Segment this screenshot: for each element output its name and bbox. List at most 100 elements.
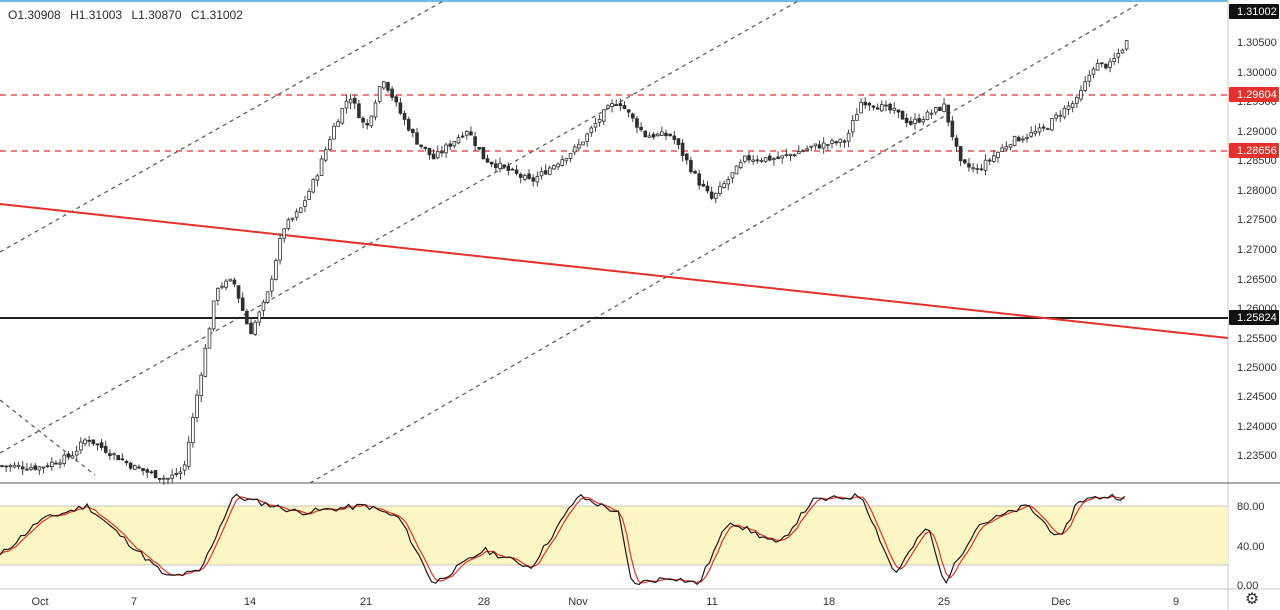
candle-down	[705, 185, 710, 192]
candle-down	[888, 103, 892, 111]
candle-up	[568, 153, 573, 159]
candle-up	[601, 109, 606, 122]
candle-up	[373, 102, 378, 118]
candle-down	[232, 279, 237, 285]
candle-up	[211, 300, 216, 330]
candle-up	[303, 200, 307, 207]
candle-up	[1046, 128, 1050, 131]
candle-up	[564, 158, 569, 162]
time-tick-label: Nov	[568, 596, 588, 608]
channel-upper-line[interactable]	[0, 0, 446, 253]
candle-down	[141, 468, 145, 472]
candle-up	[606, 105, 610, 109]
candle-up	[859, 102, 863, 114]
candle-up	[278, 238, 282, 261]
candle-down	[481, 147, 486, 160]
candle-up	[58, 462, 62, 465]
candle-up	[751, 159, 755, 162]
candle-up	[464, 131, 469, 136]
candle-up	[830, 140, 834, 144]
resistance-badge-text: 1.29604	[1237, 89, 1277, 101]
candle-up	[589, 127, 594, 134]
parallel-channel[interactable]	[0, 0, 1141, 484]
candle-up	[942, 103, 946, 112]
resistance-badge	[1229, 143, 1279, 158]
time-tick-label: 18	[823, 596, 835, 608]
candle-down	[618, 103, 623, 107]
candle-down	[415, 132, 419, 145]
candle-up	[1083, 81, 1087, 91]
candle-up	[1033, 131, 1038, 134]
candle-up	[456, 137, 461, 144]
candle-down	[236, 285, 241, 299]
candle-up	[983, 159, 988, 171]
candle-up	[307, 191, 311, 200]
candle-down	[419, 144, 423, 147]
candle-up	[332, 125, 336, 140]
candle-down	[99, 442, 104, 448]
candle-up	[170, 474, 174, 479]
descending-trendline[interactable]	[0, 203, 1229, 339]
candle-up	[452, 141, 457, 147]
candle-down	[103, 446, 108, 453]
price-badges: 1.31002 1.29604 1.28656 1.25824	[1229, 4, 1279, 325]
candle-down	[502, 164, 506, 168]
candle-up	[12, 464, 17, 468]
candle-down	[680, 142, 685, 156]
candle-up	[435, 151, 440, 159]
candle-down	[946, 104, 950, 123]
candle-up	[1008, 144, 1013, 148]
settings-gear-icon[interactable]: ⚙	[1244, 591, 1260, 608]
candle-up	[597, 118, 602, 123]
candle-up	[572, 146, 577, 153]
candle-up	[535, 176, 540, 183]
candle-up	[1120, 49, 1125, 54]
candle-up	[780, 155, 784, 159]
candle-down	[747, 155, 751, 161]
stochastic-band	[0, 506, 1228, 565]
candle-up	[203, 347, 208, 377]
candle-up	[933, 107, 938, 113]
candle-up	[913, 118, 917, 124]
candle-up	[805, 148, 809, 151]
price-tick-label: 1.30000	[1237, 67, 1277, 79]
candle-up	[1124, 40, 1129, 50]
candle-up	[929, 112, 934, 115]
candle-up	[323, 149, 328, 161]
candle-up	[191, 417, 195, 444]
channel-middle-line[interactable]	[0, 0, 801, 454]
candle-up	[971, 167, 975, 170]
candle-down	[631, 113, 635, 119]
candle-up	[37, 466, 42, 471]
candle-down	[909, 120, 913, 125]
candle-down	[639, 126, 643, 131]
candle-down	[1104, 63, 1108, 69]
candle-down	[863, 101, 867, 106]
price-tick-label: 1.28000	[1237, 185, 1277, 197]
candle-down	[510, 168, 515, 171]
candle-down	[614, 104, 618, 106]
candle-down	[54, 462, 58, 465]
candle-down	[411, 129, 415, 134]
candle-up	[1000, 147, 1004, 152]
time-axis[interactable]: Oct 7 14 21 28 Nov 11 18 25 Dec 9	[31, 596, 1179, 608]
stochastic-axis[interactable]: 80.00 40.00 0.00	[1237, 501, 1265, 592]
candle-down	[95, 443, 100, 446]
candle-down	[66, 453, 71, 458]
candle-down	[626, 109, 631, 113]
candle-up	[83, 439, 87, 445]
candle-up	[730, 172, 735, 179]
candle-up	[548, 167, 552, 175]
candle-up	[1037, 127, 1042, 133]
candle-down	[709, 191, 714, 199]
candle-down	[987, 159, 992, 162]
candle-up	[556, 163, 560, 168]
candle-down	[1041, 126, 1046, 129]
stochastic-tick-label: 40.00	[1237, 541, 1265, 553]
candle-down	[514, 169, 519, 174]
candle-up	[369, 115, 374, 127]
candle-down	[489, 161, 494, 165]
candle-down	[693, 171, 697, 174]
main-pane[interactable]	[0, 0, 1228, 483]
